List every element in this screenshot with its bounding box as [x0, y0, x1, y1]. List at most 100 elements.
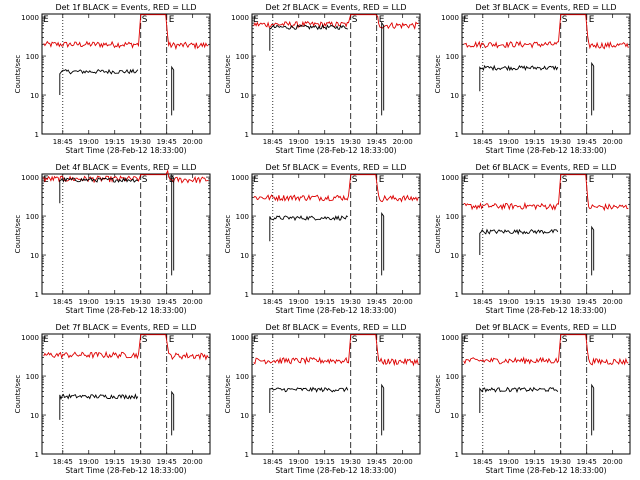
- panel-title: Det 3f BLACK = Events, RED = LLD: [475, 3, 616, 12]
- events-series-line: [59, 393, 139, 420]
- y-tick-label: 1000: [231, 14, 249, 22]
- y-tick-label: 1000: [21, 14, 39, 22]
- events-series-line: [479, 64, 559, 92]
- events-post-spike: [591, 225, 595, 276]
- marker-label-e: E: [589, 15, 595, 25]
- x-tick-label: 19:00: [79, 458, 99, 466]
- y-tick-label: 1: [35, 291, 39, 299]
- x-tick-label: 19:45: [577, 298, 597, 306]
- y-tick-label: 1000: [441, 334, 459, 342]
- x-tick-label: 19:15: [105, 138, 125, 146]
- events-post-spike: [381, 211, 385, 276]
- events-post-spike: [381, 21, 385, 116]
- x-tick-label: 19:30: [341, 298, 361, 306]
- x-tick-label: 19:00: [499, 138, 519, 146]
- plot-frame: [251, 173, 421, 295]
- x-tick-label: 19:00: [289, 138, 309, 146]
- plot-frame: [251, 13, 421, 135]
- panel-det-1: Det 1f BLACK = Events, RED = LLD 1 10 100 10…: [14, 3, 211, 155]
- y-tick-label: 100: [446, 53, 459, 61]
- y-axis-label: Counts/sec: [434, 215, 442, 254]
- marker-label-s: S: [562, 15, 568, 25]
- x-tick-label: 19:45: [157, 138, 177, 146]
- y-tick-label: 100: [26, 213, 39, 221]
- marker-label-e-left: E: [463, 335, 469, 345]
- x-tick-label: 19:15: [315, 298, 335, 306]
- x-tick-label: 18:45: [53, 458, 73, 466]
- plot-frame: [41, 333, 211, 455]
- marker-label-s: S: [562, 335, 568, 345]
- y-tick-label: 10: [450, 252, 459, 260]
- panel-det-2: Det 2f BLACK = Events, RED = LLD 1 10 100 10…: [224, 3, 421, 155]
- marker-label-s: S: [142, 335, 148, 345]
- x-tick-label: 19:00: [289, 458, 309, 466]
- y-axis-label: Counts/sec: [224, 375, 232, 414]
- x-tick-label: 19:15: [105, 458, 125, 466]
- y-axis-label: Counts/sec: [224, 55, 232, 94]
- y-tick-label: 100: [236, 213, 249, 221]
- events-post-spike: [591, 383, 595, 436]
- marker-label-e: E: [379, 335, 385, 345]
- plot-frame: [461, 333, 631, 455]
- events-series-line: [269, 24, 348, 51]
- x-tick-label: 19:15: [315, 458, 335, 466]
- panel-det-6: Det 6f BLACK = Events, RED = LLD 1 10 100 10…: [434, 163, 631, 315]
- x-tick-label: 19:30: [131, 138, 151, 146]
- panel-title: Det 8f BLACK = Events, RED = LLD: [265, 323, 406, 332]
- x-axis-label: Start Time (28-Feb-12 18:33:00): [485, 146, 606, 155]
- marker-label-s: S: [142, 175, 148, 185]
- x-tick-label: 19:00: [79, 298, 99, 306]
- x-tick-label: 18:45: [53, 138, 73, 146]
- x-tick-label: 19:15: [525, 298, 545, 306]
- x-axis-label: Start Time (28-Feb-12 18:33:00): [65, 146, 186, 155]
- x-tick-label: 19:00: [499, 458, 519, 466]
- panel-title: Det 2f BLACK = Events, RED = LLD: [265, 3, 406, 12]
- y-tick-label: 1000: [441, 174, 459, 182]
- marker-label-e-left: E: [463, 175, 469, 185]
- marker-label-e: E: [169, 335, 175, 345]
- events-post-spike: [591, 61, 595, 116]
- y-tick-label: 100: [26, 53, 39, 61]
- lld-series-line: [253, 334, 419, 367]
- y-tick-label: 1000: [21, 174, 39, 182]
- y-tick-label: 10: [30, 412, 39, 420]
- marker-label-e: E: [589, 175, 595, 185]
- lld-series-line: [463, 334, 629, 366]
- x-tick-label: 19:15: [525, 458, 545, 466]
- y-tick-label: 1: [245, 291, 249, 299]
- y-axis-label: Counts/sec: [14, 55, 22, 94]
- y-tick-label: 1: [455, 131, 459, 139]
- y-tick-label: 1: [245, 451, 249, 459]
- x-axis-label: Start Time (28-Feb-12 18:33:00): [65, 306, 186, 315]
- x-tick-label: 19:30: [341, 458, 361, 466]
- x-tick-label: 18:45: [473, 298, 493, 306]
- y-tick-label: 1: [455, 451, 459, 459]
- panel-det-7: Det 7f BLACK = Events, RED = LLD 1 10 100 10…: [14, 323, 211, 475]
- plot-frame: [461, 173, 631, 295]
- plot-frame: [41, 173, 211, 295]
- x-tick-label: 20:00: [393, 298, 413, 306]
- panel-det-8: Det 8f BLACK = Events, RED = LLD 1 10 100 10…: [224, 323, 421, 475]
- y-tick-label: 1000: [21, 334, 39, 342]
- lld-series-line: [43, 334, 209, 361]
- events-series-line: [479, 386, 559, 413]
- y-tick-label: 10: [240, 92, 249, 100]
- marker-label-e: E: [379, 15, 385, 25]
- events-series-line: [269, 386, 349, 413]
- x-tick-label: 19:30: [551, 298, 571, 306]
- panel-title: Det 7f BLACK = Events, RED = LLD: [55, 323, 196, 332]
- panel-title: Det 1f BLACK = Events, RED = LLD: [55, 3, 196, 12]
- x-tick-label: 19:45: [367, 298, 387, 306]
- marker-label-e: E: [379, 175, 385, 185]
- x-tick-label: 19:30: [131, 458, 151, 466]
- panel-title: Det 4f BLACK = Events, RED = LLD: [55, 163, 196, 172]
- x-tick-label: 19:15: [315, 138, 335, 146]
- marker-label-s: S: [352, 175, 358, 185]
- x-tick-label: 18:45: [263, 138, 283, 146]
- x-tick-label: 19:45: [577, 458, 597, 466]
- y-tick-label: 1: [35, 451, 39, 459]
- marker-label-e: E: [589, 335, 595, 345]
- events-post-spike: [381, 383, 385, 436]
- y-tick-label: 10: [240, 252, 249, 260]
